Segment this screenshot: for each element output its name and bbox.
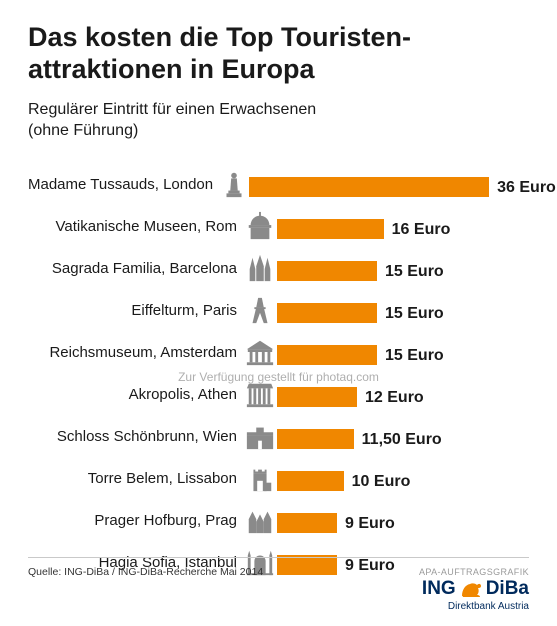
bar <box>277 513 337 533</box>
chart-subtitle: Regulärer Eintritt für einen Erwachsenen… <box>28 100 529 142</box>
bar <box>277 219 384 239</box>
logo-text-diba: DiBa <box>486 578 529 600</box>
value-label: 15 Euro <box>385 347 444 365</box>
bar-cell: 16 Euro <box>277 203 529 241</box>
chart-row: Torre Belem, Lissabon 10 Euro <box>28 455 529 493</box>
bar-cell: 9 Euro <box>277 497 529 535</box>
title-line-2: attraktionen in Europa <box>28 54 315 84</box>
palace-icon <box>243 413 277 451</box>
bar <box>277 261 377 281</box>
value-label: 11,50 Euro <box>362 431 442 449</box>
attraction-label: Eiffelturm, Paris <box>28 302 243 325</box>
bar-cell: 36 Euro <box>249 161 556 199</box>
value-label: 16 Euro <box>392 221 451 239</box>
lion-icon <box>460 580 482 598</box>
attraction-label: Madame Tussauds, London <box>28 176 219 199</box>
footer: Quelle: ING-DiBa / ING-DiBa-Recherche Ma… <box>28 557 529 578</box>
value-label: 9 Euro <box>345 515 395 533</box>
museum-icon <box>243 329 277 367</box>
bar-cell: 15 Euro <box>277 287 529 325</box>
bar-cell: 15 Euro <box>277 245 529 283</box>
chart-row: Vatikanische Museen, Rom 16 Euro <box>28 203 529 241</box>
bar-cell: 11,50 Euro <box>277 413 529 451</box>
temple-icon <box>243 371 277 409</box>
bar <box>277 387 357 407</box>
chart-row: Sagrada Familia, Barcelona 15 Euro <box>28 245 529 283</box>
tower-icon <box>243 455 277 493</box>
logo-subtitle: Direktbank Austria <box>422 601 529 612</box>
value-label: 10 Euro <box>352 473 411 491</box>
eiffel-icon <box>243 287 277 325</box>
chart-row: Akropolis, Athen 12 Euro <box>28 371 529 409</box>
chart-row: Eiffelturm, Paris 15 Euro <box>28 287 529 325</box>
value-label: 15 Euro <box>385 263 444 281</box>
subtitle-line-1: Regulärer Eintritt für einen Erwachsenen <box>28 101 316 118</box>
attraction-label: Reichsmuseum, Amsterdam <box>28 344 243 367</box>
attraction-label: Vatikanische Museen, Rom <box>28 218 243 241</box>
statue-icon <box>219 161 249 199</box>
bar <box>277 345 377 365</box>
chart-row: Prager Hofburg, Prag 9 Euro <box>28 497 529 535</box>
chart-row: Madame Tussauds, London36 Euro <box>28 161 529 199</box>
logo-text-ing: ING <box>422 578 456 600</box>
infographic-container: Das kosten die Top Touristen- attraktion… <box>0 0 557 626</box>
ing-diba-logo: ING DiBa Direktbank Austria <box>422 578 529 612</box>
source-text: Quelle: ING-DiBa / ING-DiBa-Recherche Ma… <box>28 566 263 578</box>
bar <box>249 177 489 197</box>
subtitle-line-2: (ohne Führung) <box>28 122 138 139</box>
dome-icon <box>243 203 277 241</box>
attraction-label: Akropolis, Athen <box>28 386 243 409</box>
bar-cell: 12 Euro <box>277 371 529 409</box>
bar <box>277 429 354 449</box>
bar <box>277 471 344 491</box>
chart-row: Reichsmuseum, Amsterdam 15 Euro <box>28 329 529 367</box>
attraction-label: Torre Belem, Lissabon <box>28 470 243 493</box>
attraction-label: Schloss Schönbrunn, Wien <box>28 428 243 451</box>
logo-main: ING DiBa <box>422 578 529 600</box>
value-label: 15 Euro <box>385 305 444 323</box>
chart-title: Das kosten die Top Touristen- attraktion… <box>28 22 529 86</box>
value-label: 12 Euro <box>365 389 424 407</box>
attraction-label: Sagrada Familia, Barcelona <box>28 260 243 283</box>
chart-row: Schloss Schönbrunn, Wien 11,50 Euro <box>28 413 529 451</box>
apa-credit: APA-AUFTRAGSGRAFIK <box>419 567 529 577</box>
bar-chart: Madame Tussauds, London36 Euro Vatikanisc… <box>28 161 529 577</box>
castle-icon <box>243 497 277 535</box>
bar-cell: 15 Euro <box>277 329 529 367</box>
title-line-1: Das kosten die Top Touristen- <box>28 22 411 52</box>
sagrada-icon <box>243 245 277 283</box>
bar <box>277 303 377 323</box>
value-label: 36 Euro <box>497 179 556 197</box>
attraction-label: Prager Hofburg, Prag <box>28 512 243 535</box>
bar-cell: 10 Euro <box>277 455 529 493</box>
